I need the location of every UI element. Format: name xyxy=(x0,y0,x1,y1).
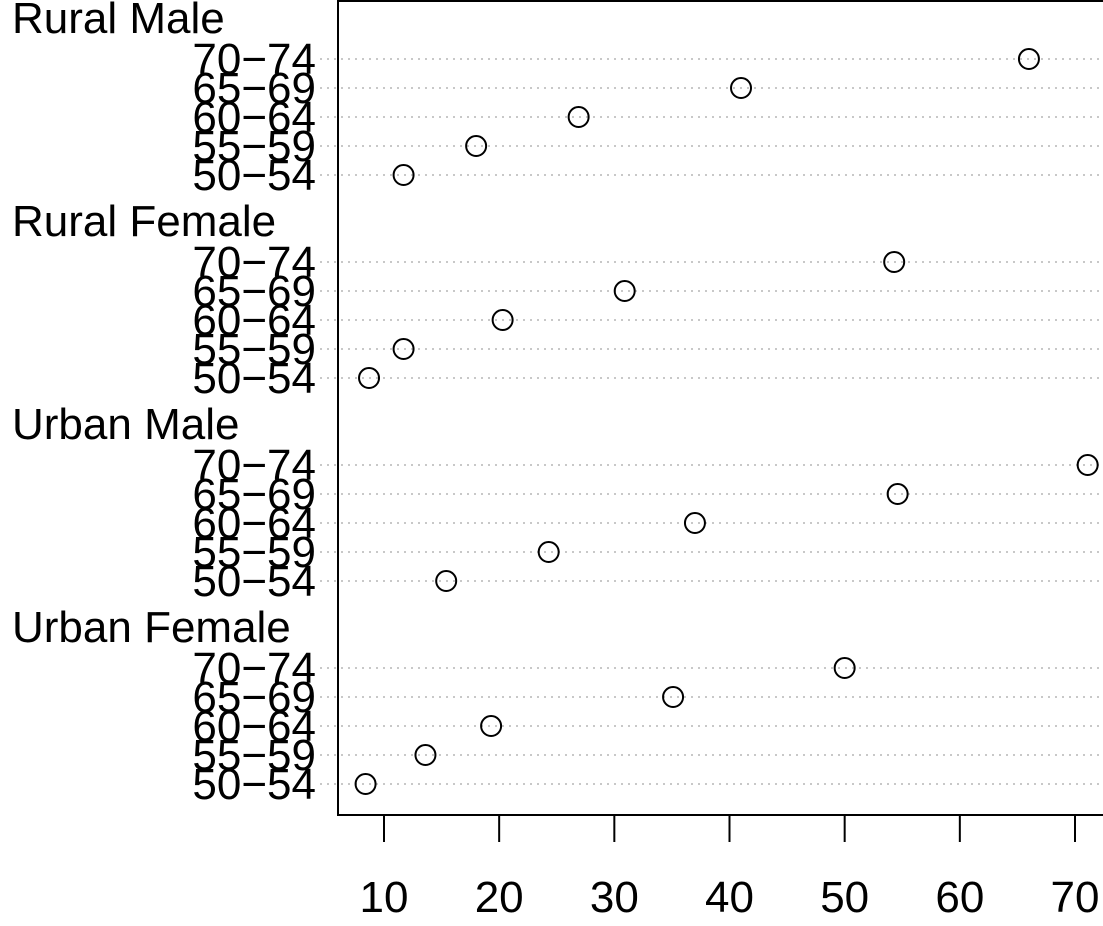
x-tick-label: 70 xyxy=(1051,873,1100,922)
row-label: 65−69 xyxy=(192,267,316,316)
data-point xyxy=(683,512,706,534)
group-label: Rural Female xyxy=(12,197,276,246)
row-label: 65−69 xyxy=(192,470,316,519)
x-tick-label: 60 xyxy=(935,873,984,922)
data-points xyxy=(354,48,1099,795)
row-label: 60−64 xyxy=(192,499,316,548)
x-tick-label: 20 xyxy=(475,873,524,922)
group-label: Urban Male xyxy=(12,400,239,449)
row-label: 65−69 xyxy=(192,673,316,722)
row-label: 70−74 xyxy=(192,238,316,287)
data-point xyxy=(537,541,560,563)
x-tick-label: 50 xyxy=(820,873,869,922)
data-point xyxy=(833,657,856,679)
x-tick-label: 40 xyxy=(705,873,754,922)
data-point xyxy=(465,135,488,157)
data-point xyxy=(567,106,590,128)
row-label: 60−64 xyxy=(192,702,316,751)
data-point xyxy=(392,164,415,186)
row-label: 50−54 xyxy=(192,151,316,200)
group-label: Rural Male xyxy=(12,0,225,43)
data-point xyxy=(491,309,514,331)
row-label: 50−54 xyxy=(192,354,316,403)
data-point xyxy=(354,773,377,795)
data-point xyxy=(613,280,636,302)
x-tick-label: 30 xyxy=(590,873,639,922)
x-axis: 10 20 30 40 50 60 70 xyxy=(360,815,1100,922)
data-point xyxy=(1076,454,1099,476)
row-label: 55−59 xyxy=(192,528,316,577)
group-label: Urban Female xyxy=(12,603,291,652)
data-point xyxy=(480,715,503,737)
row-label: 70−74 xyxy=(192,441,316,490)
row-label: 55−59 xyxy=(192,325,316,374)
grid-lines xyxy=(320,58,1103,785)
row-label: 55−59 xyxy=(192,122,316,171)
row-label: 60−64 xyxy=(192,296,316,345)
row-label: 60−64 xyxy=(192,93,316,142)
row-label: 50−54 xyxy=(192,557,316,606)
data-point xyxy=(662,686,685,708)
row-label: 70−74 xyxy=(192,644,316,693)
data-point xyxy=(730,77,753,99)
data-point xyxy=(392,338,415,360)
data-point xyxy=(435,570,458,592)
data-point xyxy=(358,367,381,389)
data-point xyxy=(883,251,906,273)
row-label: 50−54 xyxy=(192,760,316,809)
data-point xyxy=(1017,48,1040,70)
plot-frame xyxy=(337,0,1103,816)
x-tick-label: 10 xyxy=(360,873,409,922)
row-labels: Rural Male70−7465−6960−6455−5950−54Rural… xyxy=(12,0,316,809)
data-point xyxy=(414,744,437,766)
data-point xyxy=(886,483,909,505)
row-label: 65−69 xyxy=(192,64,316,113)
row-label: 70−74 xyxy=(192,35,316,84)
row-label: 55−59 xyxy=(192,731,316,780)
